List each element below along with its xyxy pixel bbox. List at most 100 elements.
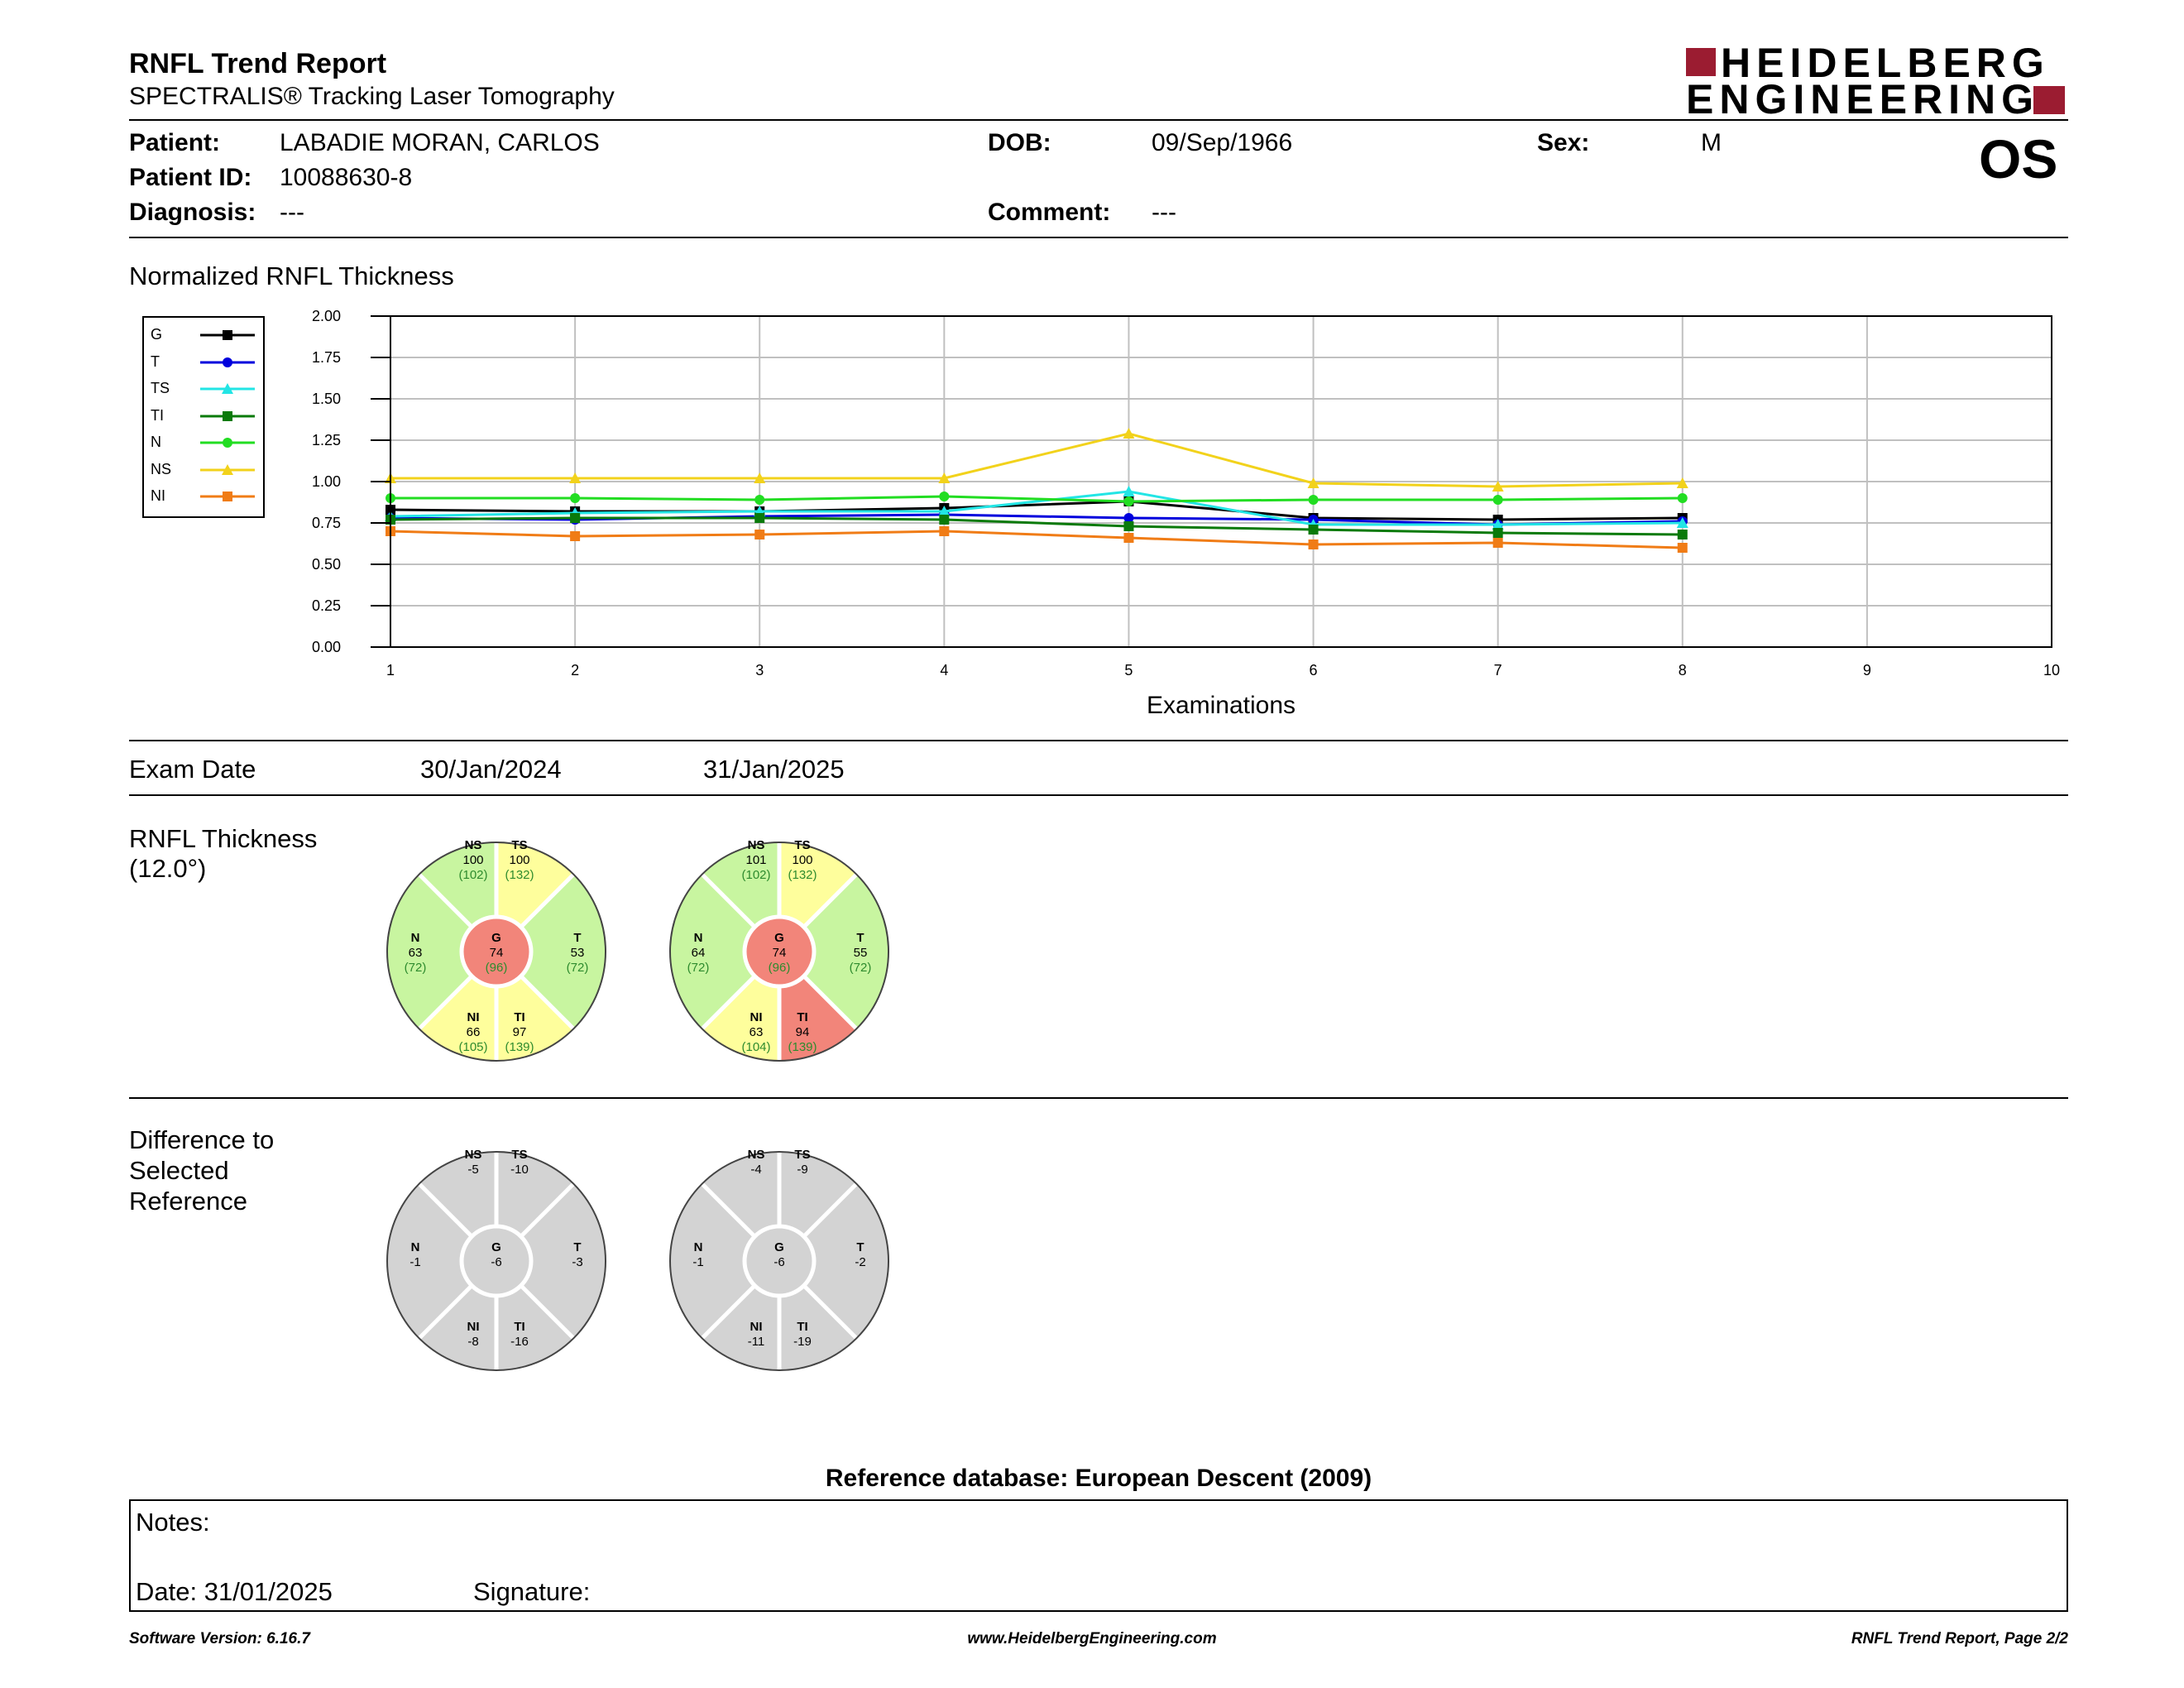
diff1-label-t: T [573,1240,581,1254]
rnfl1-separator [518,973,576,1031]
diff2-value-ni: -11 [748,1335,765,1349]
rnfl1-separator [518,872,576,930]
logo-line2: ENGINEERING [1686,76,2040,122]
report-title: RNFL Trend Report [129,48,387,79]
y-tick-label: 1.00 [312,473,341,490]
diff2-value-n: -1 [692,1255,703,1269]
rnfl2-label-ti: TI [797,1010,807,1024]
legend-swatch-ni [200,492,255,501]
rnfl1-separator [417,872,475,930]
sex-value: M [1701,129,1722,156]
rnfl1-label-g: G [491,931,501,945]
data-point-ns [1123,428,1135,439]
patient-id-label: Patient ID: [129,164,252,191]
diff1-outer-ring [386,1151,606,1371]
y-tick-label: 1.75 [312,349,341,366]
series-line-ti [390,516,1683,536]
diff1-separator [417,1182,475,1240]
diff1-sector-g [463,1228,529,1294]
data-point-ts [1676,517,1688,528]
data-point-ns [1307,477,1320,488]
website-link[interactable]: www.HeidelbergEngineering.com [967,1630,1217,1647]
data-point-n [1492,495,1503,505]
x-tick-label: 1 [386,662,395,679]
legend-swatch-g [200,330,255,340]
rnfl2-value-t: 55 [854,946,868,960]
rnfl2-label-n: N [694,931,703,945]
x-tick-label: 3 [755,662,764,679]
diff2-label-ni: NI [750,1320,763,1334]
diff1-separator [518,1283,576,1340]
patient-label: Patient: [129,129,221,156]
diff2-label-t: T [856,1240,864,1254]
diff-label-line3: Reference [129,1187,248,1216]
diff2-value-g: -6 [774,1255,784,1269]
data-point-ti [570,513,581,523]
rnfl-thickness-circle-1: NS100(102)TS100(132)N63(72)G74(96)T53(72… [386,838,606,1062]
diff1-value-ts: -10 [510,1163,529,1177]
data-point-n [570,493,581,503]
diff1-value-t: -3 [572,1255,582,1269]
rnfl1-label-ti: TI [514,1010,524,1024]
rnfl2-sector-t [802,874,888,1029]
diff2-value-t: -2 [855,1255,865,1269]
y-tick-label: 1.50 [312,391,341,407]
rnfl-label-line2: (12.0°) [129,854,207,883]
chart-legend: G T TS TI N NS NI [142,316,265,518]
diff2-value-ns: -4 [750,1163,761,1177]
rnfl2-separator [801,872,859,930]
diff1-label-ti: TI [514,1320,524,1334]
rnfl-trend-chart: 0.00 0.25 0.50 0.75 1.00 1.25 1.50 1.75 2.00 1 2 3 4… [312,308,2060,717]
legend-swatch-ns [200,463,255,475]
diff2-outer-ring [669,1151,889,1371]
x-tick-label: 2 [571,662,579,679]
legend-marker-ni [223,492,232,501]
plot-frame [390,315,2052,648]
rnfl1-label-t: T [573,931,581,945]
legend-entry-n: N [151,434,161,450]
comment-value: --- [1152,199,1176,226]
data-point-ns [1676,477,1688,488]
rnfl2-reference-g: (96) [769,961,791,975]
legend-marker-g [223,330,232,340]
comment-label: Comment: [988,199,1111,226]
data-point-ni [1677,543,1688,553]
rnfl1-reference-g: (96) [486,961,508,975]
rnfl1-label-ts: TS [511,838,527,852]
series-line-ni [390,530,1683,549]
y-tick-label: 0.00 [312,639,341,655]
rnfl2-inner-ring [742,914,817,989]
sex-label: Sex: [1537,129,1590,156]
rnfl2-value-n: 64 [692,946,706,960]
diff2-sector-g [746,1228,812,1294]
data-point-ts [938,506,951,516]
rnfl2-outer-ring [669,842,889,1062]
y-tick-label: 2.00 [312,308,341,324]
rnfl2-value-ts: 100 [792,853,812,867]
rnfl1-sector-n [387,874,473,1029]
diff1-value-ti: -16 [510,1335,529,1349]
series-line-n [390,495,1683,503]
rnfl1-label-ni: NI [467,1010,480,1024]
data-point-n [939,492,950,501]
patient-name: LABADIE MORAN, CARLOS [280,129,600,156]
data-point-ns [1492,481,1504,492]
data-point-n [1677,493,1688,503]
legend-marker-ts [222,383,233,394]
exam-date-label: Exam Date [129,755,256,784]
rnfl2-separator [700,973,758,1031]
data-point-ni [570,531,581,541]
legend-swatch-t [200,357,255,367]
diff-label-line2: Selected [129,1156,229,1185]
rnfl1-reference-t: (72) [567,961,589,975]
diagnosis-value: --- [280,199,304,226]
patient-id: 10088630-8 [280,164,413,191]
rnfl2-sector-ts [779,842,857,928]
rnfl1-sector-g [463,918,529,985]
data-point-t [1123,513,1134,523]
data-point-ti [939,515,950,525]
x-axis-label: Examinations [1147,692,1296,717]
data-point-n [754,495,765,505]
y-tick-label: 0.75 [312,515,341,531]
diff2-inner-ring [742,1224,817,1298]
